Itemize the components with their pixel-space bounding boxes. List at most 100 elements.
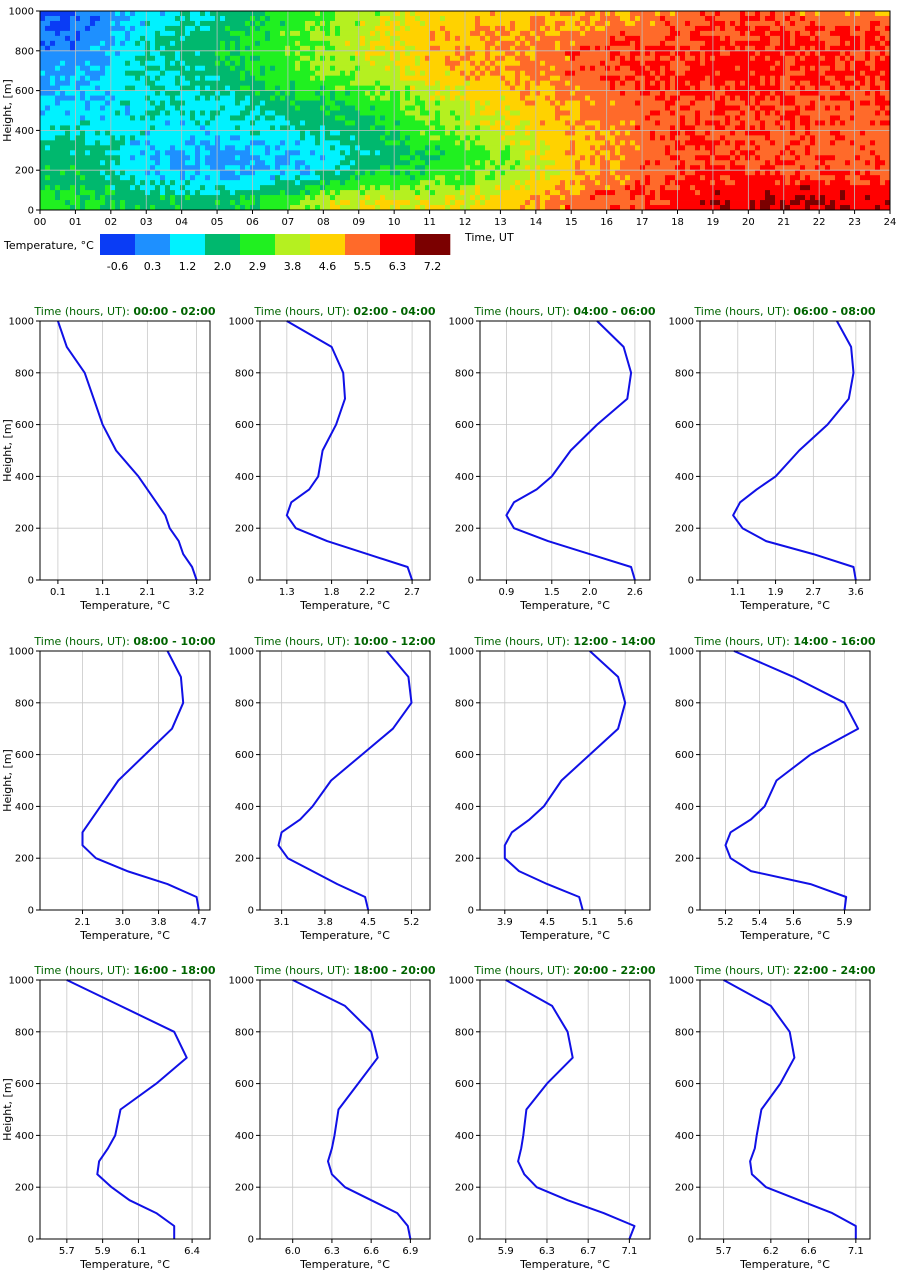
heatmap-cell <box>375 125 381 131</box>
heatmap-cell <box>480 40 486 47</box>
heatmap-cell <box>60 135 66 141</box>
heatmap-cell <box>315 200 321 206</box>
heatmap-cell <box>85 160 91 166</box>
heatmap-cell <box>475 40 481 47</box>
heatmap-cell <box>135 170 141 176</box>
heatmap-cell <box>115 150 121 156</box>
heatmap-cell <box>260 115 266 121</box>
heatmap-cell <box>440 25 446 32</box>
heatmap-cell <box>400 75 406 82</box>
heatmap-cell <box>560 105 566 111</box>
heatmap-cell <box>560 65 566 72</box>
heatmap-cell <box>80 45 86 52</box>
heatmap-cell <box>200 90 206 96</box>
heatmap-cell <box>180 85 186 92</box>
heatmap-cell <box>520 25 526 32</box>
heatmap-cell <box>655 35 661 42</box>
heatmap-cell <box>120 180 126 186</box>
heatmap-cell <box>360 160 366 166</box>
heatmap-cell <box>170 100 176 106</box>
heatmap-cell <box>145 70 151 77</box>
heatmap-cell <box>435 120 441 126</box>
heatmap-cell <box>215 55 221 62</box>
heatmap-cell <box>110 15 116 22</box>
heatmap-cell <box>175 105 181 111</box>
heatmap-cell <box>565 145 571 151</box>
heatmap-cell <box>550 155 556 161</box>
heatmap-cell <box>580 80 586 87</box>
heatmap-cell <box>540 45 546 52</box>
heatmap-cell <box>40 30 46 37</box>
heatmap-cell <box>70 165 76 171</box>
heatmap-cell <box>420 180 426 186</box>
heatmap-cell <box>430 100 436 106</box>
heatmap-cell <box>155 100 161 106</box>
heatmap-cell <box>195 180 201 186</box>
heatmap-cell <box>650 125 656 131</box>
heatmap-cell <box>85 65 91 72</box>
heatmap-cell <box>335 50 341 57</box>
heatmap-cell <box>655 125 661 131</box>
heatmap-cell <box>540 55 546 62</box>
heatmap-cell <box>615 125 621 131</box>
heatmap-cell <box>510 170 516 176</box>
heatmap-cell <box>390 130 396 136</box>
heatmap-cell <box>645 130 651 136</box>
heatmap-cell <box>445 185 451 191</box>
heatmap-cell <box>595 140 601 146</box>
heatmap-cell <box>205 80 211 87</box>
heatmap-cell <box>550 45 556 52</box>
heatmap-cell <box>330 95 336 101</box>
heatmap-cell <box>415 165 421 171</box>
heatmap-cell <box>475 190 481 196</box>
heatmap-cell <box>215 25 221 32</box>
heatmap-cell <box>505 35 511 42</box>
heatmap-cell <box>155 170 161 176</box>
heatmap-cell <box>280 80 286 87</box>
heatmap-cell <box>345 20 351 27</box>
heatmap-cell <box>65 155 71 161</box>
heatmap-cell <box>430 160 436 166</box>
heatmap-cell <box>365 145 371 151</box>
heatmap-cell <box>475 115 481 121</box>
heatmap-cell <box>235 155 241 161</box>
heatmap-cell <box>525 60 531 67</box>
heatmap-cell <box>410 130 416 136</box>
heatmap-cell <box>315 175 321 181</box>
heatmap-cell <box>640 110 646 116</box>
heatmap-cell <box>340 205 346 211</box>
heatmap-cell <box>390 180 396 186</box>
heatmap-cell <box>530 20 536 27</box>
heatmap-cell <box>50 175 56 181</box>
heatmap-cell <box>295 60 301 67</box>
heatmap-cell <box>200 120 206 126</box>
heatmap-cell <box>615 25 621 32</box>
heatmap-cell <box>390 140 396 146</box>
heatmap-cell <box>200 205 206 211</box>
heatmap-cell <box>360 95 366 101</box>
heatmap-cell <box>325 175 331 181</box>
heatmap-cell <box>130 100 136 106</box>
heatmap-cell <box>590 150 596 156</box>
heatmap-cell <box>125 135 131 141</box>
heatmap-cell <box>475 35 481 42</box>
heatmap-cell <box>265 125 271 131</box>
heatmap-cell <box>200 75 206 82</box>
heatmap-cell <box>270 160 276 166</box>
heatmap-cell <box>350 135 356 141</box>
heatmap-cell <box>555 45 561 52</box>
heatmap-cell <box>355 35 361 42</box>
heatmap-cell <box>540 85 546 92</box>
heatmap-cell <box>445 150 451 156</box>
heatmap-cell <box>220 15 226 22</box>
heatmap-cell <box>40 105 46 111</box>
heatmap-cell <box>440 140 446 146</box>
heatmap-cell <box>630 85 636 92</box>
heatmap-cell <box>150 65 156 72</box>
heatmap-cell <box>625 105 631 111</box>
heatmap-cell <box>225 65 231 72</box>
heatmap-cell <box>320 165 326 171</box>
heatmap-cell <box>290 80 296 87</box>
heatmap-cell <box>365 95 371 101</box>
heatmap-cell <box>590 40 596 47</box>
